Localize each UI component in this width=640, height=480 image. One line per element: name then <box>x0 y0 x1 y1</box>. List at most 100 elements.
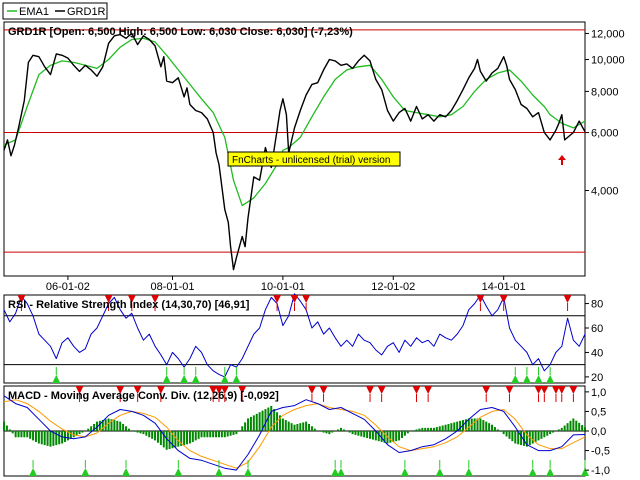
macd-sell-marker <box>505 386 514 394</box>
macd-sell-marker <box>75 386 84 394</box>
rsi-y-axis: 20 40 60 80 <box>585 299 603 384</box>
macd-buy-marker <box>435 468 444 476</box>
rsi-sell-marker <box>273 295 282 303</box>
macd-sell-marker <box>482 386 491 394</box>
rsi-sell-marker <box>563 295 572 303</box>
macd-buy-marker <box>244 468 253 476</box>
macd-sell-marker <box>220 386 229 394</box>
macd-y-axis: 1,0 0,5 0,0 -0,5 -1,0 <box>585 387 610 477</box>
macd-ytick-label: 0,5 <box>591 406 606 418</box>
rsi-panel: RSI - Relative Strength Index (14,30,70)… <box>3 293 603 384</box>
rsi-threshold-lines <box>4 315 585 366</box>
price-panel: FnCharts - unlicensed (trial) version GR… <box>3 21 625 293</box>
price-ytick-label: 6,000 <box>591 128 619 140</box>
rsi-buy-marker <box>162 375 171 383</box>
rsi-ytick-label: 60 <box>591 323 603 335</box>
rsi-buy-marker <box>522 375 531 383</box>
macd-sell-marker <box>569 386 578 394</box>
macd-buy-marker <box>214 468 223 476</box>
macd-ytick-label: -1,0 <box>591 465 610 477</box>
price-xtick-label: 06-01-02 <box>46 281 90 293</box>
rsi-sell-marker <box>499 295 508 303</box>
macd-sell-marker <box>133 386 142 394</box>
rsi-buy-marker <box>191 375 200 383</box>
macd-ytick-label: 1,0 <box>591 387 606 399</box>
rsi-sell-marker <box>290 295 299 303</box>
macd-line <box>3 395 586 471</box>
macd-panel: MACD - Moving Average Conv. Div. (12,26,… <box>3 385 610 477</box>
price-ytick-label: 4,000 <box>591 186 619 198</box>
price-series-group <box>3 32 586 271</box>
macd-signal-line <box>3 399 586 469</box>
macd-sell-marker <box>319 386 328 394</box>
rsi-ytick-label: 40 <box>591 347 603 359</box>
macd-sell-marker <box>557 386 566 394</box>
rsi-sell-marker <box>476 295 485 303</box>
macd-ytick-label: -0,5 <box>591 446 610 458</box>
watermark-box <box>227 151 401 167</box>
price-panel-frame <box>3 21 586 277</box>
rsi-signal-markers <box>17 295 572 383</box>
price-support-lines <box>4 29 585 253</box>
rsi-buy-marker <box>232 375 241 383</box>
macd-buy-marker <box>331 468 340 476</box>
macd-buy-marker <box>528 468 537 476</box>
rsi-buy-marker <box>511 375 520 383</box>
rsi-buy-marker <box>534 375 543 383</box>
rsi-sell-marker <box>17 295 26 303</box>
macd-sell-marker <box>238 386 247 394</box>
macd-buy-marker <box>29 468 38 476</box>
price-ytick-label: 8,000 <box>591 86 619 98</box>
macd-sell-marker <box>116 386 125 394</box>
macd-buy-marker <box>336 468 345 476</box>
price-xtick-label: 12-01-02 <box>371 281 415 293</box>
rsi-buy-marker <box>52 375 61 383</box>
rsi-buy-marker <box>546 375 555 383</box>
price-ytick-label: 12,000 <box>591 28 625 40</box>
rsi-buy-marker <box>180 375 189 383</box>
price-xtick-label: 14-01-01 <box>482 281 526 293</box>
legend-label-grd1r: GRD1R <box>67 6 106 18</box>
macd-sell-marker <box>366 386 375 394</box>
macd-sell-marker <box>377 386 386 394</box>
macd-buy-marker <box>464 468 473 476</box>
macd-buy-marker <box>546 468 555 476</box>
ema1-line <box>3 37 586 207</box>
rsi-sell-marker <box>151 295 160 303</box>
macd-sell-marker <box>307 386 316 394</box>
macd-sell-marker <box>534 386 543 394</box>
macd-ytick-label: 0,0 <box>591 426 606 438</box>
rsi-series-group <box>3 293 586 378</box>
legend-label-ema1: EMA1 <box>19 6 49 18</box>
macd-buy-marker <box>174 468 183 476</box>
price-panel-title: GRD1R [Open: 6,500 High: 6,500 Low: 6,03… <box>8 26 353 38</box>
macd-buy-marker <box>581 468 589 476</box>
macd-sell-marker <box>551 386 560 394</box>
rsi-sell-marker <box>104 295 113 303</box>
price-ytick-label: 10,000 <box>591 55 625 67</box>
rsi-ytick-label: 80 <box>591 299 603 311</box>
price-xtick-label: 10-01-01 <box>261 281 305 293</box>
grd1r-price-line <box>3 32 586 271</box>
macd-sell-marker <box>412 386 421 394</box>
rsi-sell-marker <box>302 295 311 303</box>
legend: EMA1 GRD1R <box>2 2 108 20</box>
rsi-buy-marker <box>220 375 229 383</box>
macd-series-group <box>3 395 586 471</box>
price-arrow-marker <box>558 155 566 165</box>
macd-buy-marker <box>122 468 131 476</box>
macd-sell-marker <box>156 386 165 394</box>
rsi-line <box>3 293 586 378</box>
macd-sell-marker <box>214 386 223 394</box>
rsi-ytick-label: 20 <box>591 372 603 384</box>
macd-buy-marker <box>400 468 409 476</box>
macd-buy-marker <box>81 468 90 476</box>
macd-panel-title: MACD - Moving Average Conv. Div. (12,26,… <box>8 390 279 402</box>
macd-sell-marker <box>209 386 218 394</box>
macd-sell-marker <box>540 386 549 394</box>
rsi-panel-title: RSI - Relative Strength Index (14,30,70)… <box>8 299 250 311</box>
rsi-sell-marker <box>127 295 136 303</box>
macd-sell-marker <box>424 386 433 394</box>
macd-signal-markers <box>29 386 589 476</box>
